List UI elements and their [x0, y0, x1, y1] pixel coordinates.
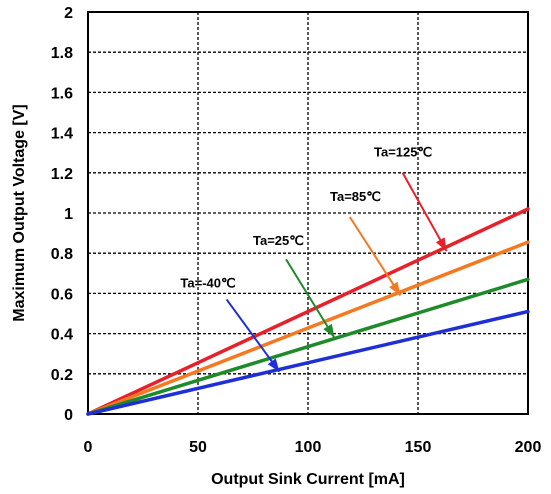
y-tick-label: 1.4: [51, 126, 73, 143]
annotation-label-1: Ta=85℃: [330, 189, 381, 204]
annotation-arrow-3: [225, 298, 281, 373]
series-line-0: [86, 207, 530, 416]
annotations: Ta=125℃ Ta=85℃ Ta=25℃ Ta=-40℃: [180, 145, 448, 373]
x-tick-labels: 0 50 100 150 200: [84, 439, 542, 456]
annotation-label-2: Ta=25℃: [253, 233, 304, 248]
y-tick-label: 0.6: [51, 286, 73, 303]
y-axis-label: Maximum Output Voltage [V]: [11, 104, 28, 321]
x-tick-label: 200: [515, 439, 542, 456]
grid: [88, 12, 528, 414]
series-line-2: [86, 277, 530, 416]
annotation-label-3: Ta=-40℃: [180, 275, 235, 290]
annotation-arrow-2: [285, 258, 336, 339]
y-tick-label: 0.8: [51, 246, 73, 263]
annotation-arrowhead-1: [389, 281, 401, 296]
annotation-arrowhead-0: [435, 237, 447, 252]
y-tick-label: 1.8: [51, 45, 73, 62]
y-tick-label: 0.2: [51, 367, 73, 384]
y-tick-label: 0.4: [51, 327, 73, 344]
series-lines: [86, 207, 530, 416]
annotation-arrowhead-2: [323, 323, 335, 338]
y-tick-label: 1: [64, 206, 73, 223]
plot-frame: [87, 11, 529, 415]
y-tick-label: 1.6: [51, 85, 73, 102]
y-tick-label: 1.2: [51, 166, 73, 183]
x-tick-label: 0: [84, 439, 93, 456]
annotation-arrow-1: [348, 216, 402, 296]
y-tick-label: 0: [64, 407, 73, 424]
x-tick-label: 100: [295, 439, 322, 456]
y-tick-label: 2: [64, 5, 73, 22]
series-line-1: [86, 240, 530, 416]
series-line-3: [86, 309, 530, 416]
x-tick-label: 150: [405, 439, 432, 456]
x-axis-label: Output Sink Current [mA]: [211, 471, 405, 488]
annotation-arrow-0: [401, 172, 448, 252]
annotation-arrowhead-3: [267, 358, 280, 372]
annotation-label-0: Ta=125℃: [374, 145, 432, 160]
x-tick-label: 50: [189, 439, 207, 456]
y-tick-labels: 0 0.2 0.4 0.6 0.8 1 1.2 1.4 1.6 1.8 2: [51, 5, 73, 424]
